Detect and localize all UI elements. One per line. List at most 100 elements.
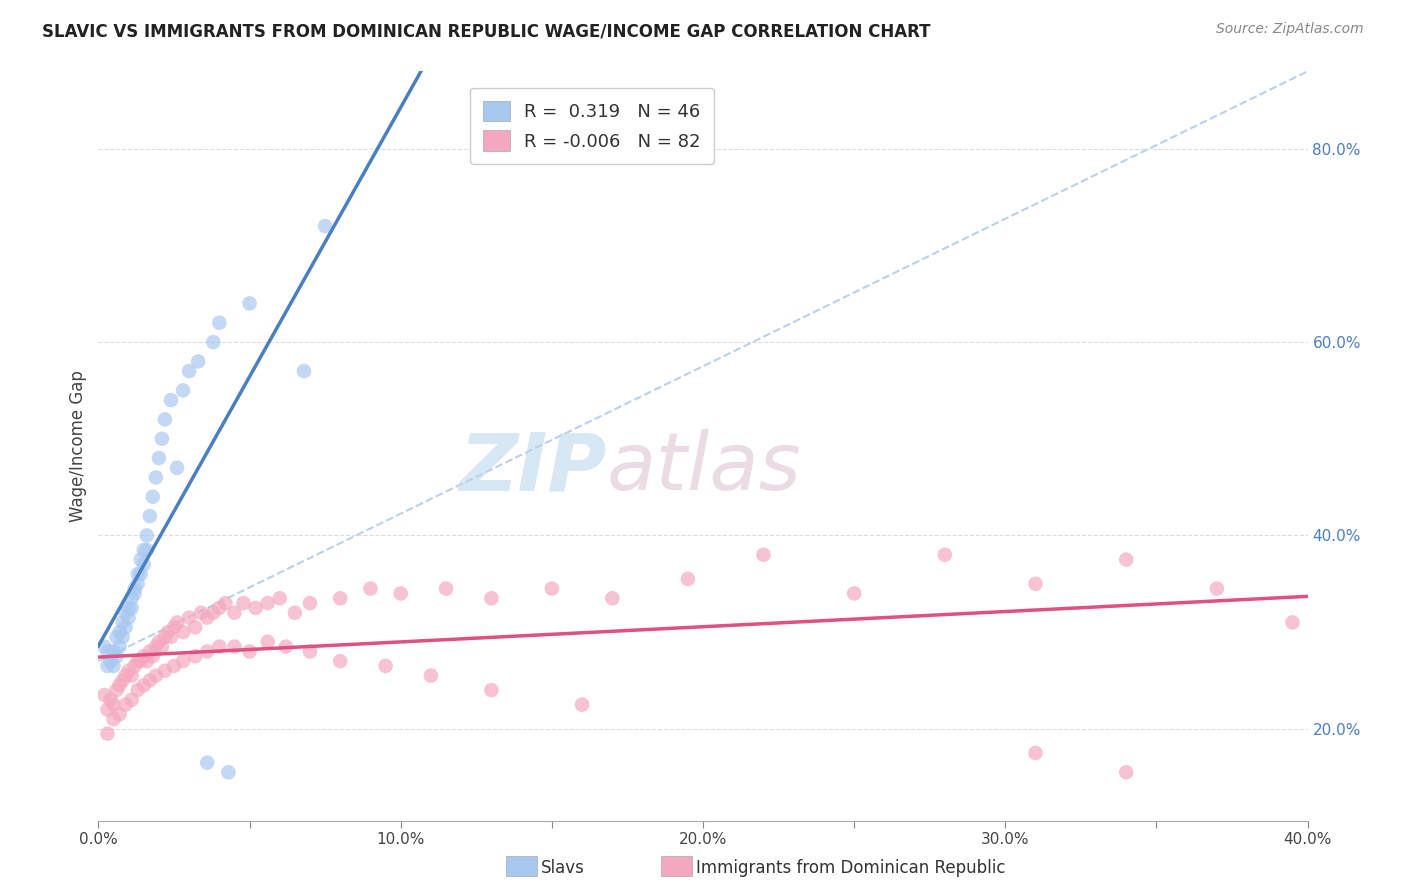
Point	[121, 693, 143, 707]
Point	[190, 606, 212, 620]
Point	[145, 668, 167, 682]
Point	[108, 640, 131, 654]
Point	[145, 640, 167, 654]
Point	[481, 683, 503, 698]
Point	[602, 591, 624, 606]
Point	[142, 490, 165, 504]
Point	[389, 586, 412, 600]
Point	[434, 582, 457, 596]
Point	[129, 654, 152, 668]
Point	[124, 586, 146, 600]
Point	[208, 601, 231, 615]
Point	[160, 393, 183, 408]
Point	[100, 693, 122, 707]
Point	[1281, 615, 1303, 630]
Point	[114, 668, 136, 682]
Point	[108, 678, 131, 692]
Point	[166, 615, 188, 630]
Point	[256, 634, 278, 648]
Point	[129, 552, 152, 566]
Point	[676, 572, 699, 586]
Point	[96, 702, 118, 716]
Point	[1115, 552, 1137, 566]
Point	[124, 659, 146, 673]
Point	[132, 649, 155, 664]
Point	[111, 615, 134, 630]
Point	[139, 644, 162, 658]
Point	[179, 364, 201, 378]
Point	[118, 664, 141, 678]
Point	[96, 726, 118, 740]
Point	[163, 659, 186, 673]
Point	[103, 712, 125, 726]
Point	[103, 698, 125, 712]
Point	[153, 630, 176, 644]
Point	[202, 606, 225, 620]
Point	[124, 582, 146, 596]
Point	[114, 620, 136, 634]
Point	[172, 384, 194, 398]
Point	[179, 610, 201, 624]
Point	[1024, 576, 1046, 591]
Point	[329, 654, 352, 668]
Point	[132, 543, 155, 558]
Point	[256, 596, 278, 610]
Point	[121, 668, 143, 682]
Point	[132, 678, 155, 692]
Y-axis label: Wage/Income Gap: Wage/Income Gap	[69, 370, 87, 522]
Point	[360, 582, 382, 596]
Point	[96, 644, 118, 658]
Point	[93, 688, 115, 702]
Point	[195, 610, 218, 624]
Point	[127, 683, 149, 698]
Point	[108, 625, 131, 640]
Point	[184, 649, 207, 664]
Point	[202, 334, 225, 349]
Point	[481, 591, 503, 606]
Point	[148, 634, 170, 648]
Point	[103, 644, 125, 658]
Point	[139, 673, 162, 688]
Point	[160, 630, 183, 644]
Point	[224, 640, 246, 654]
Point	[420, 668, 443, 682]
Point	[224, 606, 246, 620]
Point	[292, 364, 315, 378]
Point	[172, 625, 194, 640]
Point	[129, 567, 152, 582]
Point	[195, 756, 218, 770]
Point	[121, 591, 143, 606]
Point	[217, 765, 239, 780]
Point	[139, 509, 162, 524]
Point	[232, 596, 254, 610]
Point	[145, 470, 167, 484]
Text: ZIP: ZIP	[458, 429, 606, 508]
Point	[166, 460, 188, 475]
Point	[314, 219, 336, 233]
Point	[299, 596, 322, 610]
Text: Slavs: Slavs	[541, 859, 585, 877]
Point	[153, 412, 176, 426]
Text: atlas: atlas	[606, 429, 801, 508]
Point	[105, 649, 128, 664]
Point	[103, 659, 125, 673]
Point	[127, 654, 149, 668]
Point	[96, 659, 118, 673]
Point	[153, 664, 176, 678]
Point	[142, 649, 165, 664]
Point	[111, 673, 134, 688]
Point	[274, 640, 297, 654]
Point	[118, 601, 141, 615]
Point	[118, 610, 141, 624]
Point	[127, 567, 149, 582]
Point	[105, 630, 128, 644]
Point	[1115, 765, 1137, 780]
Point	[1206, 582, 1229, 596]
Point	[135, 528, 157, 542]
Point	[114, 606, 136, 620]
Point	[239, 296, 262, 310]
Point	[540, 582, 562, 596]
Point	[108, 707, 131, 722]
Point	[135, 654, 157, 668]
Point	[269, 591, 291, 606]
